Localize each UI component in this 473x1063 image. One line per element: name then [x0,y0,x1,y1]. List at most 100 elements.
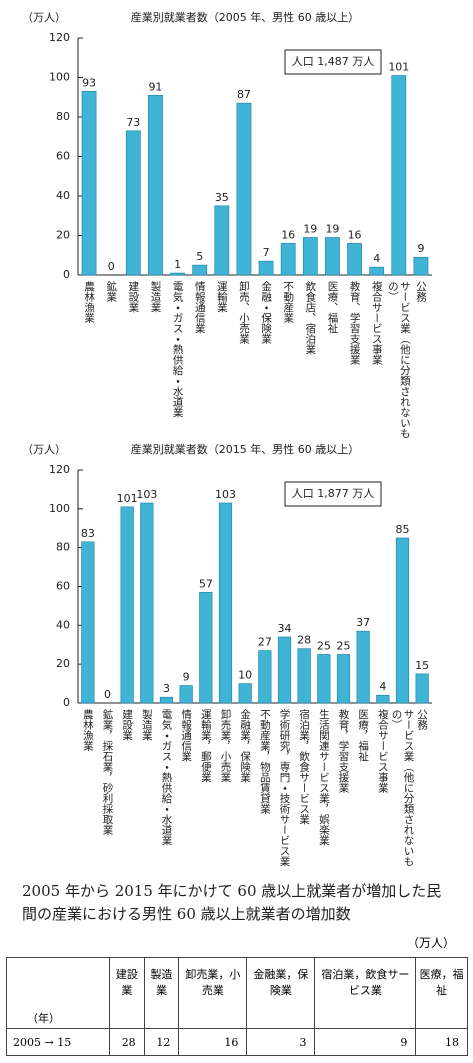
bar [395,537,410,704]
bar [258,260,274,276]
x-tick-label: 運輸業，郵便業 [199,709,212,783]
chart-title: 産業別就業者数（2015 年、男性 60 歳以上） [131,442,359,456]
y-tick-label: 120 [49,463,70,476]
value-label: 87 [237,88,251,101]
value-label: 37 [356,616,370,629]
bar [218,502,233,704]
table-cell: 28 [109,1028,145,1056]
x-tick-label: 卸売、小売業 [237,281,250,344]
y-tick-label: 60 [56,580,70,593]
x-tick-label: 製造業 [149,281,162,313]
annotation-box [284,481,382,507]
value-label: 103 [215,488,236,501]
bar [214,205,230,276]
bar [325,237,340,276]
x-tick-label: 鉱業，採石業，砂利採取業 [101,709,114,835]
y-tick-label: 120 [49,31,70,44]
x-tick-label: サービス業（他に分類されないもの） [386,281,411,439]
x-tick-label: 農林漁業 [83,281,96,323]
y-tick-label: 20 [56,229,70,242]
x-tick-label: 公務 [416,709,429,730]
x-tick-label: 飲食店、宿泊業 [304,281,317,355]
table-body: （年） 建設業 製造業 卸売業，小売業 金融業，保険業 宿泊業，飲食サービス業 医療，福祉 2… [6,957,468,1056]
bar [391,75,407,276]
y-tick-label: 80 [56,110,70,123]
value-label: 101 [117,492,138,505]
header-cell: 卸売業，小売業 [178,957,248,1029]
y-tick-label: 80 [56,541,70,554]
header-cell: 宿泊業，飲食サービス業 [314,957,417,1029]
table-row: 2005 → 15 28 12 16 3 9 18 [6,1028,468,1056]
x-tick-label: 情報通信業 [180,709,193,762]
y-tick-label: 100 [49,502,70,515]
y-tick-label: 100 [49,71,70,84]
value-label: 57 [199,577,213,590]
bar [159,696,174,704]
annotation: 人口 1,877 万人 [292,487,374,500]
x-tick-label: 不動産業，物品賃貸業 [258,709,271,814]
y-tick-label: 60 [56,150,70,163]
y-tick-label: 40 [56,189,70,202]
value-label: 5 [196,250,203,263]
x-tick-label: 情報通信業 [193,281,206,334]
bar [148,94,163,276]
bar [125,130,141,276]
x-tick-label: 宿泊業，飲食サービス業 [298,709,311,825]
value-label: 10 [238,669,252,682]
value-label: 3 [163,682,170,695]
bar [199,592,213,704]
value-label: 19 [303,222,317,235]
x-tick-label: 鉱業 [105,281,118,302]
value-label: 7 [263,246,270,259]
value-label: 16 [348,228,362,241]
y-axis-label: （万人） [22,11,66,24]
bar [356,630,370,704]
x-tick-label: 複合サービス事業 [376,709,389,793]
x-tick-label: 医療、福祉 [326,281,339,334]
value-label: 25 [337,639,351,652]
bar [317,654,331,704]
header-cell: 医療，福祉 [415,957,468,1029]
bar [302,237,318,276]
value-label: 16 [281,228,295,241]
bar [238,683,252,704]
value-label: 15 [415,659,429,672]
bar [236,102,252,276]
x-tick-label: 製造業 [140,709,153,741]
x-tick-label: 不動産業 [282,281,295,323]
value-label: 4 [379,680,386,693]
bar [81,91,97,276]
table-cell: 3 [246,1028,316,1056]
header-cell: 製造業 [143,957,180,1029]
table-cell: 18 [415,1028,468,1056]
value-label: 9 [417,242,424,255]
x-tick-label: サービス業（他に分類されないもの） [390,709,415,867]
header-cell: 金融業，保険業 [246,957,316,1029]
annotation: 人口 1,487 万人 [292,55,374,68]
x-tick-label: 卸売業，小売業 [219,709,232,783]
bar [81,541,95,704]
x-tick-label: 医療，福祉 [357,709,370,762]
bar [347,243,362,276]
header-cell: 建設業 [109,957,145,1029]
caption: 2005 年から 2015 年にかけて 60 歳以上就業者が増加した民間の産業に… [22,882,442,923]
value-label: 35 [215,191,229,204]
value-label: 0 [104,688,111,701]
x-tick-label: 建設業 [127,281,140,313]
x-tick-label: 学術研究，専門・技術サービス業 [278,709,291,867]
bar [415,673,429,704]
bar [277,636,292,704]
table-cell: 12 [143,1028,180,1056]
x-tick-label: 教育、学習支援業 [348,281,361,365]
table-cell: 9 [314,1028,417,1056]
table: （年） 建設業 製造業 卸売業，小売業 金融業，保険業 宿泊業，飲食サービス業 医療，福祉 2… [6,957,468,1056]
table-cell: 16 [178,1028,248,1056]
value-label: 19 [325,222,339,235]
value-label: 4 [373,252,380,265]
value-label: 93 [82,76,96,89]
x-tick-label: 複合サービス事業 [370,281,383,365]
bar [280,243,296,276]
table-cell: 2005 → 15 [6,1028,110,1056]
